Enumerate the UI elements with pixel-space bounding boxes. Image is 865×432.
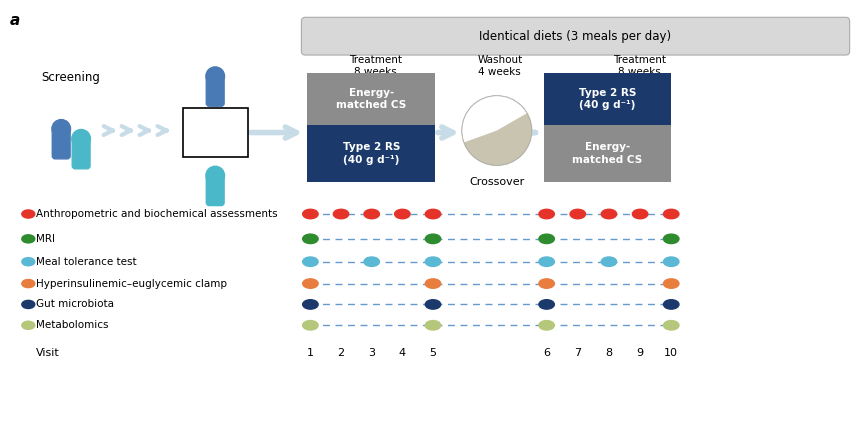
Circle shape (52, 120, 71, 138)
FancyBboxPatch shape (307, 124, 435, 182)
Text: Type 2 RS
(40 g d⁻¹): Type 2 RS (40 g d⁻¹) (343, 142, 400, 165)
Ellipse shape (663, 279, 679, 288)
Ellipse shape (22, 300, 35, 308)
FancyBboxPatch shape (543, 124, 671, 182)
Ellipse shape (601, 257, 617, 267)
Text: Type 2 RS
(40 g d⁻¹): Type 2 RS (40 g d⁻¹) (579, 88, 636, 110)
FancyBboxPatch shape (72, 139, 90, 169)
FancyBboxPatch shape (543, 73, 671, 124)
Text: Washout
4 weeks: Washout 4 weeks (477, 55, 522, 77)
Circle shape (72, 130, 91, 148)
Text: Meal tolerance test: Meal tolerance test (36, 257, 137, 267)
Ellipse shape (303, 321, 318, 330)
Text: 3: 3 (368, 348, 375, 358)
Ellipse shape (539, 257, 554, 267)
Ellipse shape (539, 300, 554, 309)
Text: Crossover: Crossover (469, 177, 524, 187)
Ellipse shape (364, 257, 380, 267)
Ellipse shape (663, 321, 679, 330)
Text: 10: 10 (664, 348, 678, 358)
Ellipse shape (539, 209, 554, 219)
Ellipse shape (601, 209, 617, 219)
Text: 1: 1 (307, 348, 314, 358)
Text: a: a (10, 13, 20, 29)
FancyBboxPatch shape (206, 76, 224, 106)
Ellipse shape (303, 209, 318, 219)
Ellipse shape (303, 300, 318, 309)
Ellipse shape (539, 279, 554, 288)
Text: Treatment
8 weeks: Treatment 8 weeks (349, 55, 401, 77)
Ellipse shape (426, 209, 441, 219)
Text: Energy-
matched CS: Energy- matched CS (573, 142, 643, 165)
FancyBboxPatch shape (206, 176, 224, 206)
Text: 9: 9 (637, 348, 644, 358)
Ellipse shape (364, 209, 380, 219)
Ellipse shape (426, 300, 441, 309)
Circle shape (206, 166, 225, 185)
Ellipse shape (426, 279, 441, 288)
Text: Identical diets (3 meals per day): Identical diets (3 meals per day) (479, 30, 671, 43)
Ellipse shape (632, 209, 648, 219)
FancyBboxPatch shape (301, 17, 849, 55)
Ellipse shape (22, 280, 35, 288)
Ellipse shape (303, 234, 318, 244)
Text: 5: 5 (430, 348, 437, 358)
Wedge shape (462, 96, 527, 143)
Text: Metabolomics: Metabolomics (36, 320, 109, 330)
Circle shape (462, 96, 532, 165)
Ellipse shape (22, 321, 35, 329)
Ellipse shape (663, 234, 679, 244)
Circle shape (206, 67, 225, 86)
Ellipse shape (22, 257, 35, 266)
Text: Screening: Screening (42, 71, 100, 84)
Ellipse shape (663, 257, 679, 267)
Text: Visit: Visit (36, 348, 60, 358)
Text: Treatment
8 weeks: Treatment 8 weeks (612, 55, 666, 77)
Ellipse shape (570, 209, 586, 219)
Ellipse shape (303, 279, 318, 288)
Ellipse shape (426, 321, 441, 330)
Text: Gut microbiota: Gut microbiota (36, 299, 114, 309)
Ellipse shape (663, 300, 679, 309)
Text: 4: 4 (399, 348, 406, 358)
Text: 8: 8 (606, 348, 612, 358)
Ellipse shape (22, 210, 35, 218)
Ellipse shape (539, 234, 554, 244)
Ellipse shape (22, 235, 35, 243)
Ellipse shape (663, 209, 679, 219)
Text: MRI: MRI (36, 234, 55, 244)
Ellipse shape (333, 209, 349, 219)
Text: Anthropometric and biochemical assessments: Anthropometric and biochemical assessmen… (36, 209, 278, 219)
FancyBboxPatch shape (183, 108, 247, 157)
FancyBboxPatch shape (307, 73, 435, 124)
Ellipse shape (426, 257, 441, 267)
Text: Hyperinsulinemic–euglycemic clamp: Hyperinsulinemic–euglycemic clamp (36, 279, 227, 289)
Ellipse shape (303, 257, 318, 267)
Text: Run-in
1 week: Run-in 1 week (195, 121, 235, 144)
Text: 7: 7 (574, 348, 581, 358)
Ellipse shape (539, 321, 554, 330)
Text: 6: 6 (543, 348, 550, 358)
Text: 2: 2 (337, 348, 344, 358)
Ellipse shape (394, 209, 410, 219)
Ellipse shape (426, 234, 441, 244)
FancyBboxPatch shape (52, 129, 70, 159)
Text: Energy-
matched CS: Energy- matched CS (336, 88, 407, 110)
